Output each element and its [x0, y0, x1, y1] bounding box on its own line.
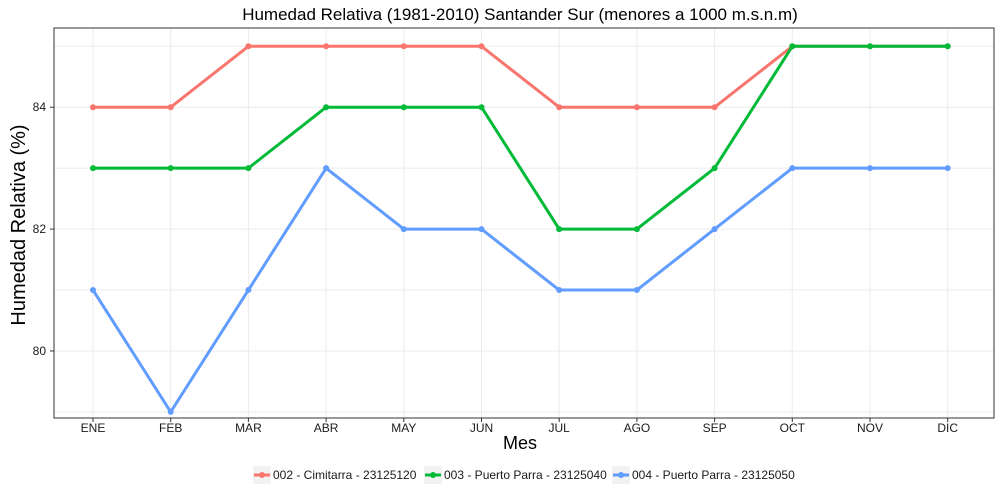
data-point: [556, 226, 563, 233]
legend-item: 003 - Puerto Parra - 23125040: [424, 466, 607, 484]
data-point: [556, 287, 563, 294]
data-point: [711, 226, 718, 233]
x-tick-label: DIC: [937, 421, 958, 435]
x-tick-label: MAR: [235, 421, 262, 435]
legend-key-point: [430, 472, 436, 478]
y-tick-label: 82: [33, 222, 47, 236]
data-point: [867, 43, 873, 50]
data-point: [944, 165, 951, 172]
data-point: [478, 104, 485, 111]
data-point: [245, 287, 252, 294]
data-point: [167, 408, 174, 415]
plot-border: [53, 27, 995, 419]
legend-label: 003 - Puerto Parra - 23125040: [444, 468, 607, 482]
x-tick-label: OCT: [780, 421, 806, 435]
legend-key-point: [259, 472, 265, 478]
x-axis-title: Mes: [503, 433, 537, 453]
data-point: [556, 104, 563, 111]
data-point: [90, 104, 96, 111]
data-point: [245, 165, 252, 172]
series-layer: [90, 43, 951, 415]
x-tick-label: AGO: [624, 421, 651, 435]
legend-item: 004 - Puerto Parra - 23125050: [612, 466, 795, 484]
y-axis-ticks: 80 82 84: [33, 100, 54, 358]
data-point: [711, 165, 718, 172]
data-point: [400, 104, 407, 111]
data-point: [400, 43, 407, 50]
legend: 002 - Cimitarra - 23125120 003 - Puerto P…: [253, 466, 795, 484]
data-point: [478, 226, 485, 233]
data-point: [323, 43, 330, 50]
x-tick-label: MAY: [391, 421, 416, 435]
series-3: [90, 165, 951, 415]
y-tick-label: 80: [33, 344, 47, 358]
x-tick-label: FEB: [159, 421, 182, 435]
x-tick-label: NOV: [857, 421, 883, 435]
data-point: [633, 104, 640, 111]
data-point: [167, 165, 174, 172]
series-line: [91, 44, 950, 109]
data-point: [323, 165, 330, 172]
series-2: [90, 43, 951, 233]
data-point: [633, 226, 640, 233]
data-point: [323, 104, 330, 111]
data-point: [478, 43, 485, 50]
series-line: [91, 44, 950, 231]
grid: [54, 28, 994, 418]
x-tick-label: SEP: [703, 421, 727, 435]
legend-label: 002 - Cimitarra - 23125120: [273, 468, 417, 482]
x-tick-label: ENE: [81, 421, 106, 435]
y-tick-label: 84: [33, 100, 47, 114]
data-point: [633, 287, 640, 294]
series-1: [90, 43, 951, 111]
x-tick-label: JUL: [549, 421, 571, 435]
data-point: [867, 165, 873, 172]
data-point: [711, 104, 718, 111]
x-axis-ticks: ENE FEB MAR ABR MAY JUN JUL AGO SEP OCT NOV DIC: [81, 418, 958, 435]
chart-title: Humedad Relativa (1981-2010) Santander S…: [242, 5, 798, 24]
data-point: [245, 43, 252, 50]
data-point: [90, 287, 96, 294]
legend-key-point: [618, 472, 624, 478]
y-axis-title: Humedad Relativa (%): [8, 124, 30, 325]
legend-item: 002 - Cimitarra - 23125120: [253, 466, 417, 484]
data-point: [167, 104, 174, 111]
x-tick-label: ABR: [314, 421, 339, 435]
data-point: [90, 165, 96, 172]
x-tick-label: JUN: [470, 421, 493, 435]
data-point: [789, 43, 796, 50]
series-line: [91, 166, 950, 414]
data-point: [789, 165, 796, 172]
data-point: [944, 43, 951, 50]
legend-label: 004 - Puerto Parra - 23125050: [632, 468, 795, 482]
data-point: [400, 226, 407, 233]
